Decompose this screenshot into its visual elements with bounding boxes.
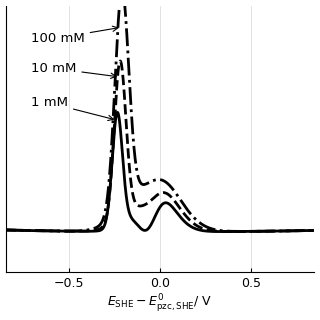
Text: 100 mM: 100 mM — [31, 26, 118, 44]
Text: 10 mM: 10 mM — [31, 62, 116, 78]
Text: 1 mM: 1 mM — [31, 96, 113, 121]
X-axis label: $E_{\mathrm{SHE}} - E^{0}_{\mathrm{pzc,SHE}}$/ V: $E_{\mathrm{SHE}} - E^{0}_{\mathrm{pzc,S… — [108, 292, 212, 315]
